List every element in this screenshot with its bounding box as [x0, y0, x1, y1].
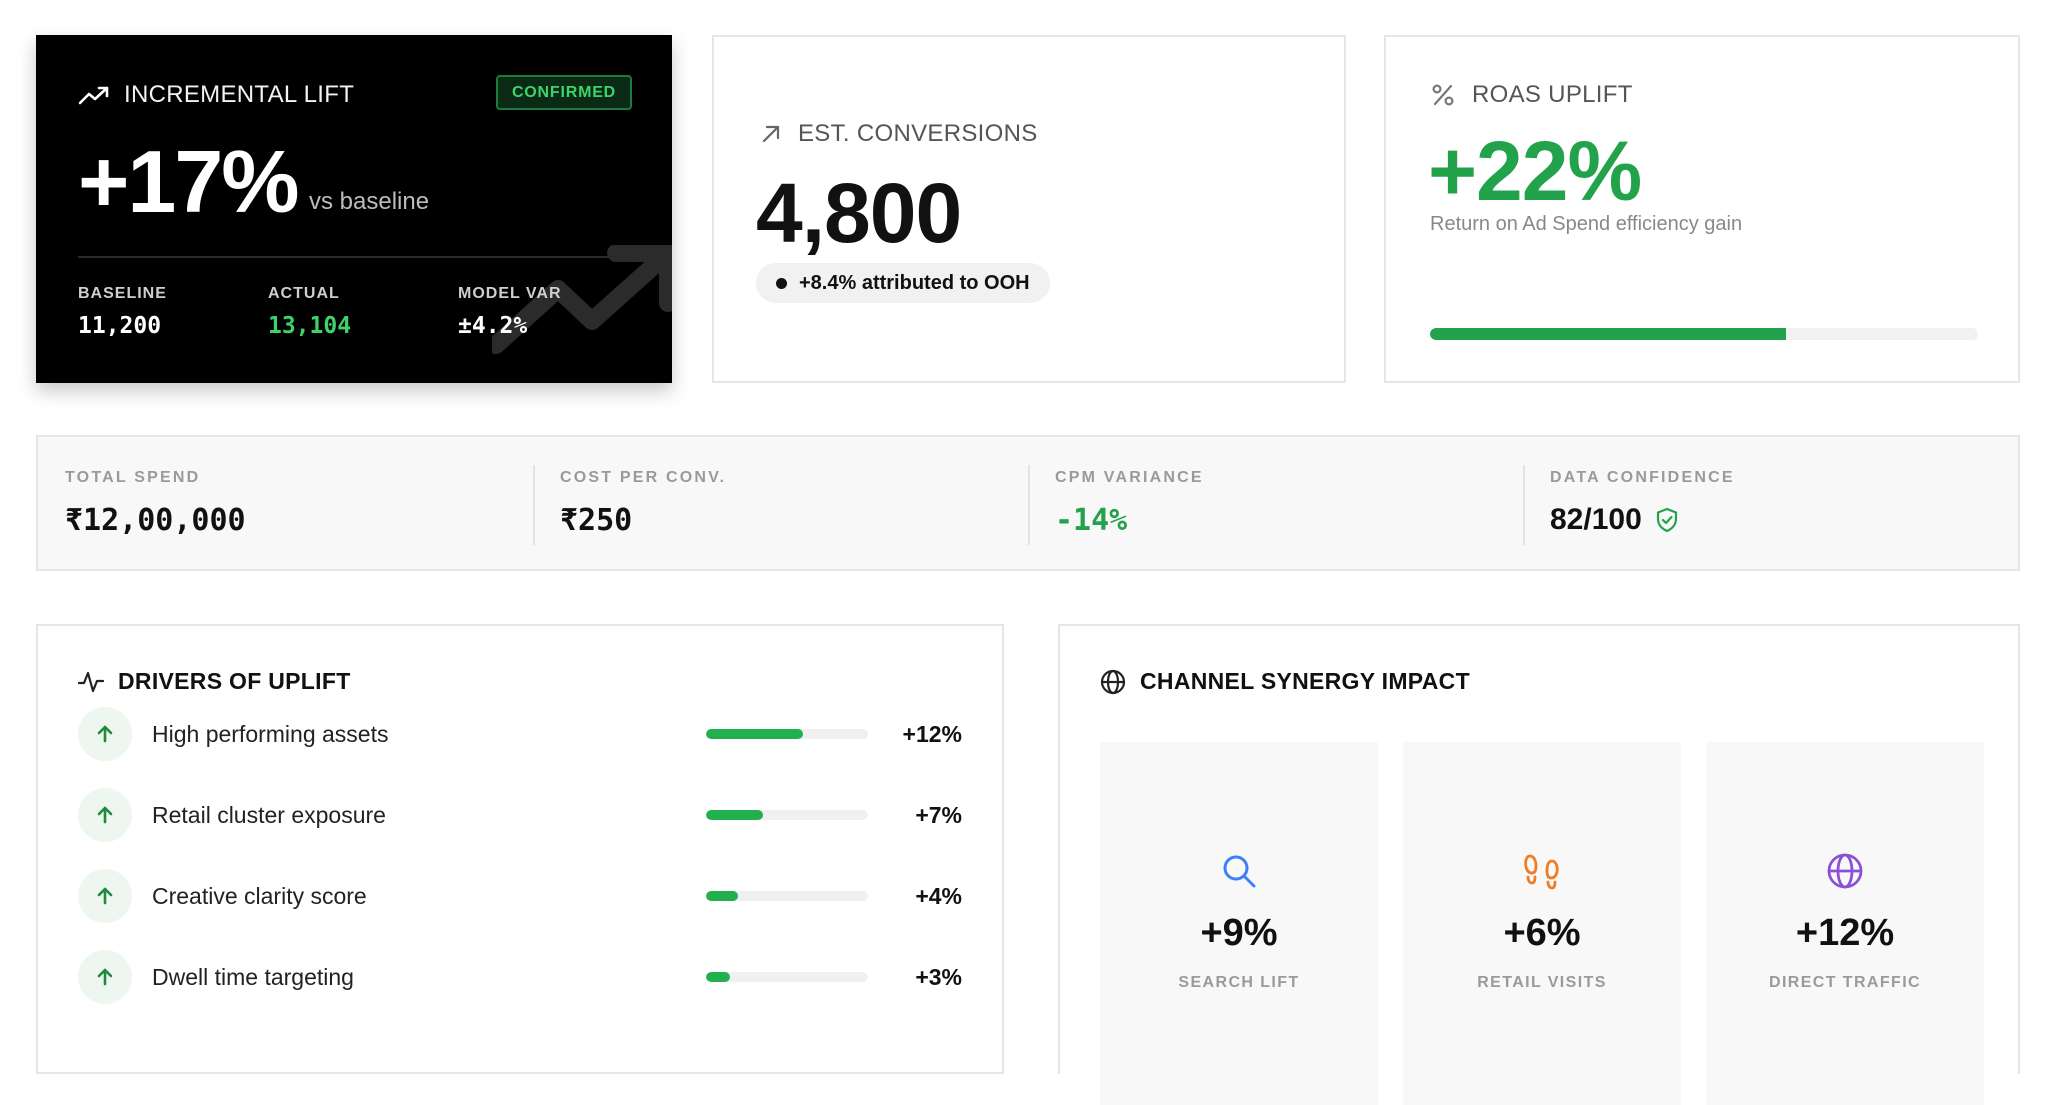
- drivers-title: DRIVERS OF UPLIFT: [118, 668, 351, 694]
- ooh-attribution-pill: +8.4% attributed to OOH: [756, 263, 1050, 303]
- stat-value: 11,200: [78, 313, 162, 339]
- driver-bar-track: [706, 972, 868, 982]
- metric-data-confidence: DATA CONFIDENCE 82/100: [1523, 437, 2018, 569]
- driver-bar-fill: [706, 972, 731, 982]
- driver-row: High performing assets +12%: [78, 706, 962, 762]
- driver-value: +7%: [915, 801, 962, 828]
- stat-key: ACTUAL: [268, 285, 340, 302]
- trend-up-watermark-icon: [492, 245, 672, 354]
- driver-bar-fill: [706, 891, 739, 901]
- driver-label: Retail cluster exposure: [152, 801, 386, 828]
- roas-uplift-card: ROAS UPLIFT +22% Return on Ad Spend effi…: [1384, 35, 2020, 383]
- shield-check-icon: [1656, 507, 1677, 533]
- synergy-value: +6%: [1503, 912, 1581, 954]
- driver-row: Dwell time targeting +3%: [78, 949, 962, 1005]
- synergy-tile-search: +9% SEARCH LIFT: [1100, 742, 1378, 1105]
- incremental-lift-card: INCREMENTAL LIFT CONFIRMED +17% vs basel…: [36, 35, 672, 383]
- roas-progress-track: [1430, 328, 1978, 340]
- driver-bar-track: [706, 891, 868, 901]
- metric-value-text: ₹12,00,000: [65, 503, 246, 538]
- metric-value: 82/100: [1550, 503, 1678, 537]
- driver-bar-track: [706, 729, 868, 739]
- incremental-lift-label: INCREMENTAL LIFT: [124, 81, 355, 108]
- synergy-value: +9%: [1200, 912, 1278, 954]
- divider: [78, 256, 632, 258]
- metric-value-text: 82/100: [1550, 503, 1642, 536]
- synergy-label: DIRECT TRAFFIC: [1768, 974, 1922, 991]
- driver-row: Creative clarity score +4%: [78, 868, 962, 924]
- incremental-lift-value: +17%: [78, 132, 300, 231]
- metric-value: -14%: [1055, 503, 1127, 538]
- baseline-stat: BASELINE 11,200: [78, 285, 167, 339]
- arrow-up-icon: [78, 869, 132, 923]
- driver-bar-fill: [706, 729, 804, 739]
- ooh-attribution-text: +8.4% attributed to OOH: [799, 271, 1030, 294]
- driver-row: Retail cluster exposure +7%: [78, 787, 962, 843]
- channel-synergy-card: CHANNEL SYNERGY IMPACT +9% SEARCH LIFT +…: [1058, 624, 2020, 1105]
- driver-label: High performing assets: [152, 720, 389, 747]
- metric-cost-per-conv: COST PER CONV. ₹250: [533, 437, 1028, 569]
- roas-subtitle: Return on Ad Spend efficiency gain: [1430, 213, 1743, 235]
- roas-uplift-value: +22%: [1428, 124, 1642, 218]
- stat-value: 13,104: [268, 313, 352, 339]
- search-icon: [1223, 855, 1256, 888]
- driver-bar-fill: [706, 810, 763, 820]
- metric-value: ₹12,00,000: [65, 503, 246, 538]
- arrow-up-right-icon: [762, 125, 780, 143]
- activity-icon: [78, 671, 104, 692]
- est-conversions-value: 4,800: [756, 166, 962, 260]
- globe-icon: [1100, 669, 1126, 694]
- synergy-title: CHANNEL SYNERGY IMPACT: [1140, 668, 1470, 694]
- percent-icon: [1432, 84, 1454, 106]
- driver-label: Creative clarity score: [152, 882, 367, 909]
- drivers-of-uplift-card: DRIVERS OF UPLIFT High performing assets…: [36, 624, 1004, 1074]
- synergy-label: SEARCH LIFT: [1178, 974, 1300, 991]
- roas-uplift-label: ROAS UPLIFT: [1472, 81, 1633, 108]
- synergy-value: +12%: [1795, 912, 1895, 954]
- model-var-stat: MODEL VAR ±4.2%: [458, 285, 562, 339]
- driver-bar-track: [706, 810, 868, 820]
- metrics-strip: TOTAL SPEND ₹12,00,000 COST PER CONV. ₹2…: [36, 435, 2020, 571]
- metric-key: COST PER CONV.: [560, 469, 727, 486]
- est-conversions-label: EST. CONVERSIONS: [798, 120, 1038, 147]
- vs-baseline-label: vs baseline: [309, 188, 430, 215]
- metric-total-spend: TOTAL SPEND ₹12,00,000: [38, 437, 533, 569]
- globe-icon: [1827, 853, 1863, 889]
- metric-value-text: ₹250: [560, 503, 633, 538]
- actual-stat: ACTUAL 13,104: [268, 285, 351, 339]
- arrow-up-icon: [78, 950, 132, 1004]
- arrow-up-icon: [78, 707, 132, 761]
- metric-value: ₹250: [560, 503, 632, 538]
- metric-key: CPM VARIANCE: [1055, 469, 1204, 486]
- synergy-label: RETAIL VISITS: [1477, 974, 1607, 991]
- metric-value-text: -14%: [1055, 503, 1128, 538]
- driver-value: +12%: [902, 720, 962, 747]
- trend-up-icon: [78, 86, 109, 105]
- driver-value: +3%: [915, 963, 962, 990]
- footprints-icon: [1524, 854, 1559, 890]
- driver-label: Dwell time targeting: [152, 963, 354, 990]
- synergy-tile-direct: +12% DIRECT TRAFFIC: [1706, 742, 1984, 1105]
- roas-progress-fill: [1430, 328, 1787, 340]
- metric-key: TOTAL SPEND: [65, 469, 201, 486]
- metric-key: DATA CONFIDENCE: [1550, 469, 1735, 486]
- stat-key: BASELINE: [78, 285, 167, 302]
- confirmed-badge: CONFIRMED: [496, 75, 632, 110]
- stat-value: ±4.2%: [458, 313, 528, 339]
- est-conversions-card: EST. CONVERSIONS 4,800 +8.4% attributed …: [712, 35, 1346, 383]
- metric-cpm-variance: CPM VARIANCE -14%: [1028, 437, 1523, 569]
- dot-icon: [776, 277, 787, 289]
- synergy-tile-retail: +6% RETAIL VISITS: [1403, 742, 1681, 1105]
- driver-value: +4%: [915, 882, 962, 909]
- arrow-up-icon: [78, 788, 132, 842]
- stat-key: MODEL VAR: [458, 285, 562, 302]
